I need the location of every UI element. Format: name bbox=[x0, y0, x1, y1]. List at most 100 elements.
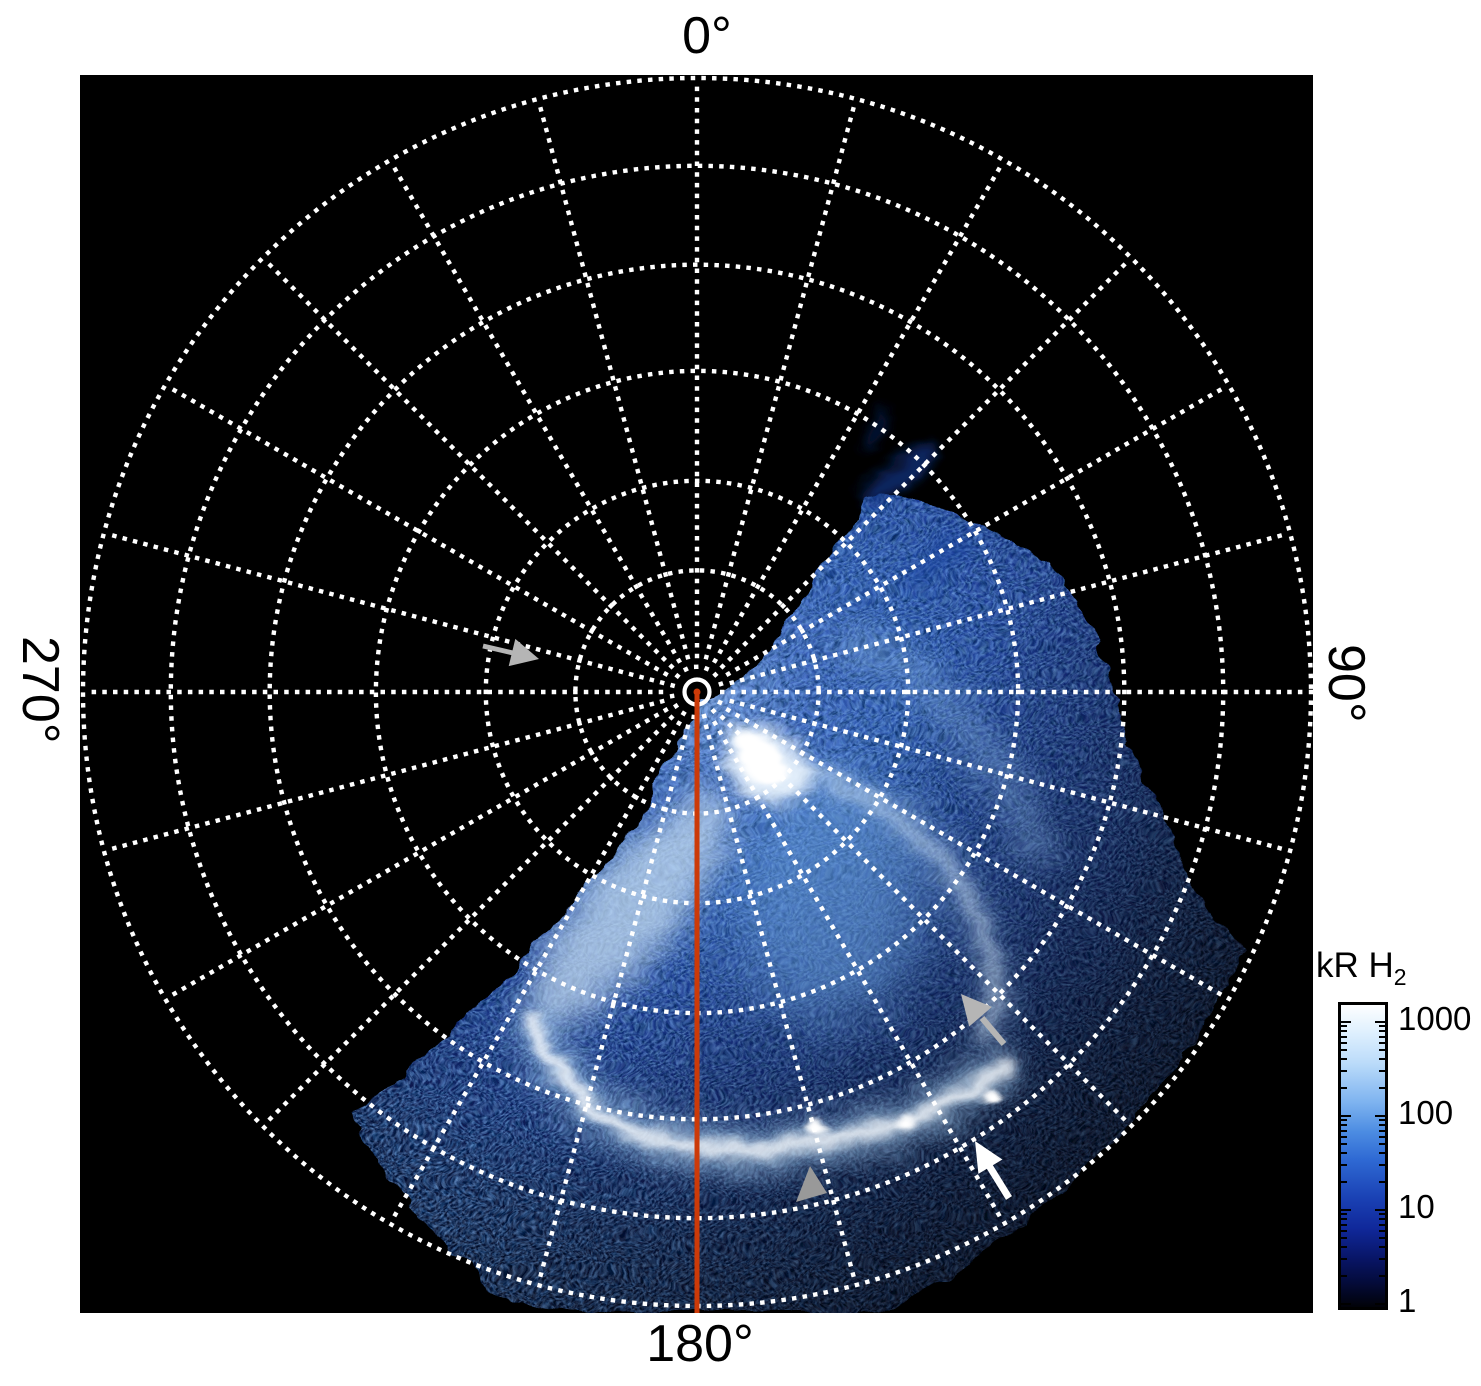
graticule-dotted-line bbox=[387, 720, 683, 1226]
graticule-dotted-line bbox=[261, 256, 675, 670]
colorbar-tick-mark bbox=[1341, 1129, 1347, 1132]
colorbar-tick-mark bbox=[1379, 1119, 1385, 1122]
colorbar-tick-mark bbox=[1379, 1025, 1385, 1028]
colorbar-tick-mark bbox=[1341, 1180, 1347, 1183]
graticule-dotted-line bbox=[387, 158, 683, 664]
colorbar-tick-mark bbox=[1341, 1135, 1347, 1138]
graticule-dotted-line bbox=[703, 724, 859, 1286]
colorbar-title-subscript: 2 bbox=[1393, 964, 1407, 990]
main-arc bbox=[523, 1008, 1010, 1157]
colorbar-tick-mark bbox=[1341, 1025, 1347, 1028]
terminator-bright-band bbox=[529, 794, 731, 1026]
colorbar-tick-mark bbox=[1379, 1058, 1385, 1061]
graticule-dotted-line bbox=[703, 98, 859, 660]
colorbar-tick-mark bbox=[1341, 1223, 1347, 1226]
colorbar bbox=[1338, 1002, 1388, 1310]
colorbar-tick-mark bbox=[1341, 1119, 1347, 1122]
colorbar-tick-mark bbox=[1375, 1209, 1385, 1211]
colorbar-tick-mark bbox=[1375, 1115, 1385, 1117]
colorbar-tick-mark bbox=[1341, 1213, 1347, 1216]
graticule-dotted-line bbox=[711, 158, 1007, 664]
graticule-dotted-line bbox=[535, 724, 691, 1286]
colorbar-tick-1: 1 bbox=[1398, 1282, 1417, 1319]
graticule-dotted-line bbox=[261, 714, 675, 1128]
annotation-arrows bbox=[482, 638, 1012, 1202]
graticule-dotted-line bbox=[267, 262, 1127, 1122]
colorbar-tick-mark bbox=[1379, 1030, 1385, 1033]
angle-label-180: 180° bbox=[646, 1315, 754, 1373]
graticule-dotted-line bbox=[535, 98, 691, 660]
colorbar-tick-mark bbox=[1375, 1021, 1385, 1023]
colorbar-tick-mark bbox=[1341, 1246, 1347, 1249]
polar-patch-core bbox=[732, 732, 784, 782]
graticule-dotted-line bbox=[719, 714, 1133, 1128]
graticule-dotted-line bbox=[103, 530, 665, 686]
graticule-dotted-line bbox=[163, 706, 669, 1002]
colorbar-tick-mark bbox=[1379, 1035, 1385, 1038]
polar-plot-panel bbox=[80, 75, 1313, 1313]
colorbar-tick-100: 100 bbox=[1398, 1094, 1454, 1131]
colorbar-tick-mark bbox=[1341, 1035, 1347, 1038]
colorbar-tick-mark bbox=[1341, 1021, 1351, 1023]
colorbar-tick-mark bbox=[1341, 1115, 1351, 1117]
angle-label-0: 0° bbox=[682, 7, 732, 65]
pole-dot bbox=[693, 688, 701, 696]
colorbar-tick-mark bbox=[1341, 1152, 1347, 1155]
colorbar-tick-mark bbox=[1379, 1041, 1385, 1044]
colorbar-title: kR H2 bbox=[1316, 946, 1407, 991]
colorbar-tick-mark bbox=[1379, 1218, 1385, 1221]
colorbar-tick-mark bbox=[1341, 1070, 1347, 1073]
colorbar-tick-mark bbox=[1379, 1135, 1385, 1138]
colorbar-tick-mark bbox=[1379, 1164, 1385, 1167]
colorbar-tick-mark bbox=[1341, 1041, 1347, 1044]
graticule-dotted-line bbox=[719, 256, 1133, 670]
colorbar-tick-mark bbox=[1379, 1049, 1385, 1052]
colorbar-tick-mark bbox=[1341, 1237, 1347, 1240]
colorbar-tick-mark bbox=[1341, 1124, 1347, 1127]
tip-glow bbox=[906, 533, 974, 587]
colorbar-tick-mark bbox=[1341, 1303, 1351, 1305]
colorbar-tick-mark bbox=[1379, 1152, 1385, 1155]
colorbar-tick-mark bbox=[1341, 1058, 1347, 1061]
colorbar-tick-mark bbox=[1379, 1143, 1385, 1146]
colorbar-tick-mark bbox=[1379, 1213, 1385, 1216]
colorbar-tick-mark bbox=[1341, 1164, 1347, 1167]
gray-arrow-right bbox=[961, 994, 1007, 1046]
colorbar-tick-mark bbox=[1379, 1274, 1385, 1277]
colorbar-tick-10: 10 bbox=[1398, 1188, 1435, 1225]
faint-plume-small bbox=[859, 409, 891, 451]
colorbar-tick-mark bbox=[1341, 1143, 1347, 1146]
colorbar-tick-mark bbox=[1379, 1223, 1385, 1226]
colorbar-tick-mark bbox=[1379, 1129, 1385, 1132]
colorbar-tick-mark bbox=[1341, 1049, 1347, 1052]
secondary-arc bbox=[789, 765, 1001, 1043]
arc-bright-spot bbox=[981, 1088, 999, 1106]
white-arrow bbox=[975, 1141, 1012, 1200]
colorbar-tick-mark bbox=[1341, 1030, 1347, 1033]
angle-label-90: 90° bbox=[1317, 644, 1375, 723]
graticule-dotted-line bbox=[163, 382, 669, 678]
colorbar-tick-mark bbox=[1379, 1258, 1385, 1261]
colorbar-tick-mark bbox=[1379, 1229, 1385, 1232]
colorbar-tick-mark bbox=[1341, 1086, 1347, 1089]
angle-label-270: 270° bbox=[11, 636, 69, 744]
colorbar-tick-mark bbox=[1375, 1303, 1385, 1305]
graticule-dotted-line bbox=[725, 382, 1231, 678]
arc-bright-spot bbox=[897, 1112, 913, 1128]
colorbar-tick-mark bbox=[1379, 1180, 1385, 1183]
gray-arrowhead bbox=[796, 1166, 827, 1202]
colorbar-title-text: kR H bbox=[1316, 946, 1394, 985]
graticule-dotted-line bbox=[103, 698, 665, 854]
colorbar-tick-mark bbox=[1379, 1070, 1385, 1073]
outer-diffuse-band bbox=[834, 621, 1057, 870]
colorbar-tick-mark bbox=[1341, 1229, 1347, 1232]
colorbar-tick-mark bbox=[1341, 1274, 1347, 1277]
colorbar-tick-1000: 1000 bbox=[1398, 1000, 1472, 1037]
graticule-dotted-line bbox=[729, 698, 1291, 854]
colorbar-tick-mark bbox=[1379, 1246, 1385, 1249]
graticule-dotted-line bbox=[711, 720, 1007, 1226]
diffuse-glow bbox=[735, 775, 925, 1025]
polar-aurora-plot bbox=[80, 75, 1313, 1313]
graticule-dotted-line bbox=[669, 664, 725, 720]
